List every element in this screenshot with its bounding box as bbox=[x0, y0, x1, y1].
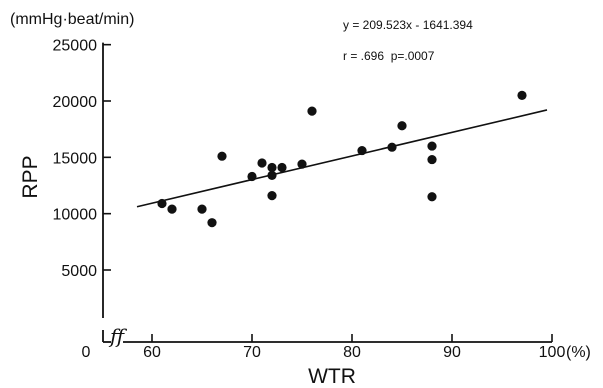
x-unit-label: (%) bbox=[566, 344, 591, 361]
data-point bbox=[357, 145, 367, 156]
data-point bbox=[267, 170, 277, 180]
data-point bbox=[247, 171, 257, 182]
x-tick-label: 60 bbox=[143, 344, 161, 361]
y-tick-label: 25000 bbox=[53, 38, 98, 55]
x-tick-label: 90 bbox=[443, 344, 461, 361]
y-tick-label: 5000 bbox=[61, 263, 97, 280]
data-point bbox=[397, 121, 407, 131]
data-point bbox=[257, 158, 267, 168]
data-point bbox=[197, 204, 207, 214]
data-point bbox=[157, 198, 167, 209]
x-ticks: 0 60 70 80 90 100 bbox=[82, 334, 566, 361]
data-point bbox=[277, 162, 287, 173]
data-point bbox=[167, 204, 177, 214]
data-point bbox=[267, 191, 277, 201]
y-ticks: 5000 10000 15000 20000 25000 bbox=[53, 38, 111, 280]
y-tick-label: 10000 bbox=[53, 207, 98, 224]
x-tick-label: 0 bbox=[82, 344, 91, 361]
data-point bbox=[387, 142, 397, 152]
regression-equation: y = 209.523x - 1641.394 bbox=[343, 18, 473, 32]
data-point bbox=[427, 192, 437, 202]
y-tick-label: 15000 bbox=[53, 150, 98, 167]
x-axis-title: WTR bbox=[308, 365, 356, 388]
y-tick-label: 20000 bbox=[53, 94, 98, 111]
x-tick-label: 80 bbox=[343, 344, 361, 361]
correlation-stats: r = .696 p=.0007 bbox=[343, 49, 435, 63]
data-point bbox=[207, 218, 217, 228]
data-points bbox=[157, 90, 527, 228]
axes: ff bbox=[102, 42, 552, 348]
x-tick-label: 70 bbox=[243, 344, 261, 361]
axis-break-mark: ff bbox=[108, 324, 128, 348]
x-tick-label: 100 bbox=[539, 344, 566, 361]
data-point bbox=[307, 106, 317, 116]
data-point bbox=[297, 159, 307, 169]
data-point bbox=[267, 162, 277, 173]
regression-line bbox=[136, 109, 548, 208]
data-point bbox=[217, 151, 227, 161]
data-point bbox=[427, 141, 437, 151]
y-unit-label: (mmHg·beat/min) bbox=[10, 11, 134, 28]
data-point bbox=[517, 90, 527, 100]
data-point bbox=[427, 154, 437, 165]
y-axis-title: RPP bbox=[19, 155, 42, 198]
